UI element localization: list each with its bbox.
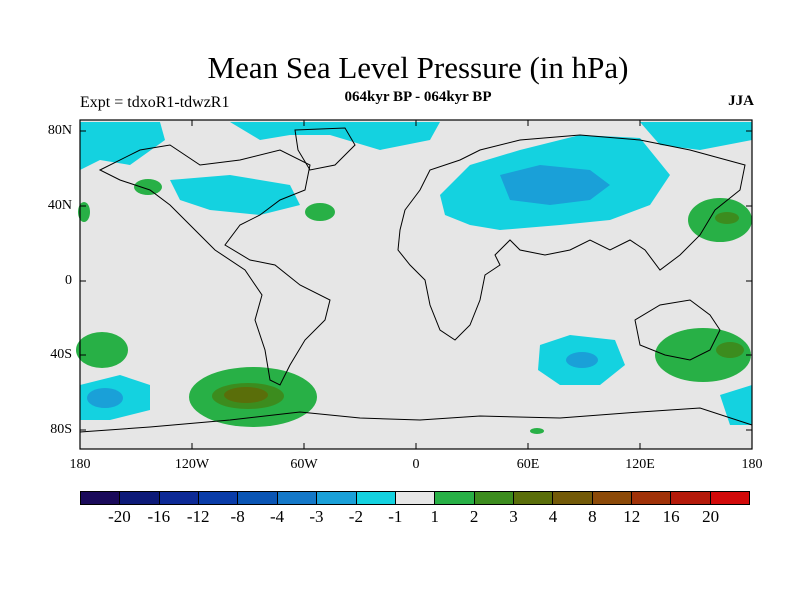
greenland-coast	[294, 127, 356, 171]
lon-label-180e: 180	[741, 457, 763, 472]
colorbar-label: 3	[509, 507, 518, 526]
northwest-pacific-core	[715, 212, 739, 224]
arctic-anomaly-central	[230, 122, 440, 150]
colorbar-swatch	[120, 492, 160, 504]
map-subtitle: 064kyr BP - 064kyr BP	[344, 89, 492, 105]
lon-label-0: 0	[412, 457, 420, 472]
africa-eurasia-coast	[397, 134, 746, 341]
colorbar-swatch	[513, 492, 554, 504]
north-pacific-positive	[134, 179, 162, 195]
coastlines	[79, 127, 753, 433]
colorbar-label: 2	[469, 507, 479, 526]
colorbar-label: 8	[588, 507, 597, 526]
colorbar-swatch	[553, 492, 593, 504]
colorbar-label: -8	[230, 507, 245, 526]
lon-label-120w: 120W	[174, 457, 210, 472]
north-america-coast	[98, 144, 331, 386]
arctic-anomaly-west	[80, 122, 165, 170]
southeast-pacific-anomaly	[720, 385, 752, 425]
lat-label-40n: 40N	[47, 198, 72, 213]
lat-label-40s: 40S	[50, 347, 72, 362]
colorbar-swatch	[710, 492, 750, 504]
lon-label-180w: 180	[69, 457, 91, 472]
lon-label-60w: 60W	[290, 457, 318, 472]
colorbar-swatch	[592, 492, 633, 504]
colorbar-label: -2	[348, 507, 363, 526]
colorbar-swatch	[238, 492, 278, 504]
australia-positive	[655, 328, 751, 382]
colorbar-label: 16	[662, 507, 680, 526]
west-atlantic-edge-positive	[78, 202, 90, 222]
colorbar-swatch	[435, 492, 475, 504]
colorbar-label: -4	[269, 507, 285, 526]
colorbar-label: 12	[623, 507, 641, 526]
australia-core	[716, 342, 744, 358]
strongest-positive-regions	[224, 387, 268, 403]
lon-label-120e: 120E	[625, 457, 655, 472]
colorbar-label: 1	[430, 507, 439, 526]
australia-coast	[634, 299, 721, 361]
axis-ticks	[80, 120, 752, 449]
indian-ocean-core	[566, 352, 598, 368]
colorbar	[80, 491, 750, 505]
experiment-label: Expt = tdxoR1-tdwzR1	[80, 94, 230, 111]
lat-label-80n: 80N	[47, 123, 72, 138]
north-atlantic-anomaly	[170, 175, 300, 215]
atlantic-positive	[305, 203, 335, 221]
colorbar-label: -3	[309, 507, 324, 526]
colorbar-label: 4	[548, 507, 558, 526]
colorbar-label: 20	[702, 507, 720, 526]
colorbar-label: -16	[147, 507, 171, 526]
colorbar-label: -20	[108, 507, 131, 526]
southwest-pacific-positive	[76, 332, 128, 368]
colorbar-swatch	[632, 492, 672, 504]
arctic-anomaly-east	[640, 122, 752, 150]
eurasia-core	[500, 165, 610, 205]
lat-label-80s: 80S	[50, 422, 72, 437]
colorbar-label: -12	[186, 507, 210, 526]
colorbar-swatch	[395, 492, 436, 504]
colorbar-swatch	[81, 492, 121, 504]
colorbar-swatch	[474, 492, 514, 504]
stronger-negative-regions	[87, 165, 610, 408]
lon-label-60e: 60E	[516, 457, 540, 472]
colorbar-label: -1	[388, 507, 403, 526]
lat-label-0: 0	[65, 273, 72, 288]
antarctic-small-positive	[530, 428, 544, 434]
pacific-core	[87, 388, 123, 408]
colorbar-swatch	[159, 492, 200, 504]
antarctica-coast	[79, 407, 753, 433]
colorbar-swatch	[277, 492, 318, 504]
season-label: JJA	[728, 93, 754, 109]
map-title: Mean Sea Level Pressure (in hPa)	[207, 50, 629, 85]
colorbar-swatch	[317, 492, 357, 504]
colorbar-swatch	[199, 492, 239, 504]
colorbar-swatch	[671, 492, 711, 504]
colorbar-swatch	[356, 492, 396, 504]
south-america-peak	[224, 387, 268, 403]
negative-anomaly-regions	[80, 122, 752, 425]
